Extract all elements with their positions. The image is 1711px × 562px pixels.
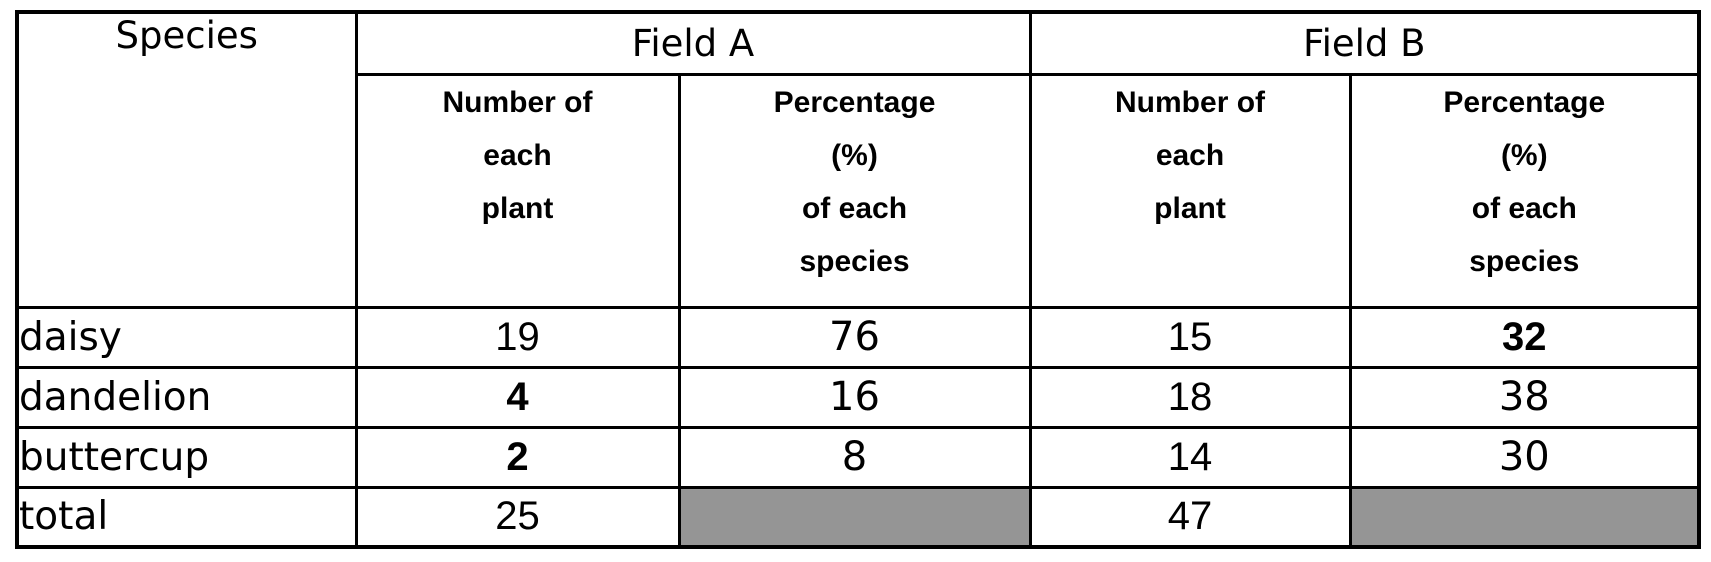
cell-buttercup-field-a-percentage: 8 <box>677 425 1032 489</box>
page: { "table": { "species_header": "Species"… <box>0 10 1711 562</box>
species-label-daisy: daisy <box>15 305 358 369</box>
cell-total-field-b-percentage-shaded <box>1348 485 1701 549</box>
table-row-dandelion: dandelion 4 16 18 38 <box>15 365 1701 429</box>
field-a-percentage-subheader: Percentage (%) of each species <box>677 72 1032 309</box>
species-label-total: total <box>15 485 358 549</box>
cell-dandelion-field-b-number: 18 <box>1028 365 1352 429</box>
table-row-daisy: daisy 19 76 15 32 <box>15 305 1701 369</box>
cell-dandelion-field-b-percentage: 38 <box>1348 365 1701 429</box>
cell-daisy-field-a-number: 19 <box>354 305 681 369</box>
species-label-buttercup: buttercup <box>15 425 358 489</box>
cell-total-field-a-percentage-shaded <box>677 485 1032 549</box>
cell-buttercup-field-b-number: 14 <box>1028 425 1352 489</box>
field-a-group-header: Field A <box>354 10 1032 76</box>
cell-total-field-b-number: 47 <box>1028 485 1352 549</box>
cell-buttercup-field-b-percentage: 30 <box>1348 425 1701 489</box>
species-label-dandelion: dandelion <box>15 365 358 429</box>
cell-total-field-a-number: 25 <box>354 485 681 549</box>
cell-daisy-field-b-number: 15 <box>1028 305 1352 369</box>
field-b-number-subheader: Number of each plant <box>1028 72 1352 309</box>
cell-dandelion-field-a-number: 4 <box>354 365 681 429</box>
table-row-total: total 25 47 <box>15 485 1701 549</box>
cell-daisy-field-a-percentage: 76 <box>677 305 1032 369</box>
cell-buttercup-field-a-number: 2 <box>354 425 681 489</box>
cell-daisy-field-b-percentage: 32 <box>1348 305 1701 369</box>
sub-header-row: Number of each plant Percentage (%) of e… <box>17 72 1701 309</box>
cell-dandelion-field-a-percentage: 16 <box>677 365 1032 429</box>
group-header-row: Species Field A Field B <box>15 10 1701 309</box>
table-row-buttercup: buttercup 2 8 14 30 <box>15 425 1701 489</box>
species-data-table: Species Field A Field B Number of each p… <box>15 10 1702 549</box>
species-column-header: Species <box>15 10 358 309</box>
field-b-group-header: Field B <box>1028 10 1701 76</box>
field-a-number-subheader: Number of each plant <box>354 72 681 309</box>
field-b-percentage-subheader: Percentage (%) of each species <box>1348 72 1701 309</box>
